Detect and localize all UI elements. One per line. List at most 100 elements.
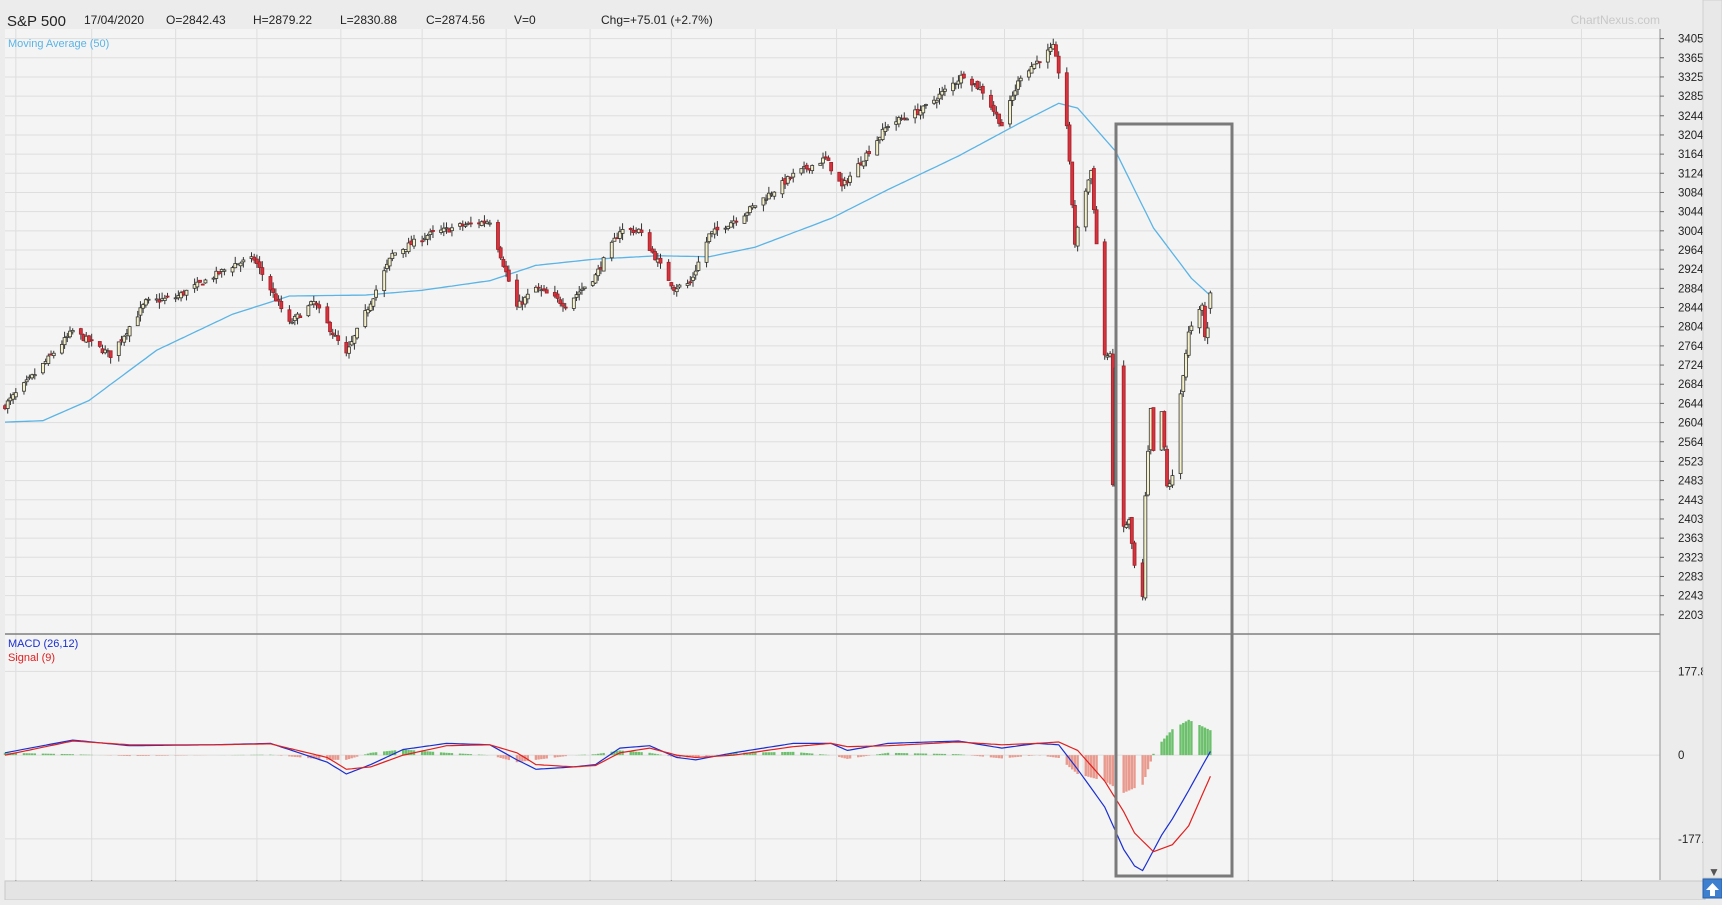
price-tick-label: 2323	[1678, 552, 1704, 564]
candle-body	[70, 330, 75, 333]
price-tick-label: 3365	[1678, 53, 1704, 65]
candle-body	[217, 271, 221, 275]
candle-body	[1151, 407, 1156, 451]
candle-body	[745, 212, 750, 216]
candle-body	[989, 94, 993, 108]
candle-body	[729, 222, 733, 228]
candle-body	[203, 279, 208, 284]
price-tick-label: 2363	[1678, 533, 1704, 545]
price-tick-label: 2203	[1678, 610, 1704, 622]
price-tick-label: 3244	[1678, 111, 1704, 123]
candle-body	[13, 392, 18, 398]
symbol-label: S&P 500	[7, 13, 66, 30]
candle-body	[276, 299, 281, 302]
candle-body	[677, 284, 682, 288]
price-tick-label: 2644	[1678, 398, 1704, 410]
candle-body	[41, 362, 45, 374]
candle-body	[314, 302, 319, 306]
candle-body	[352, 335, 357, 344]
histogram-layer	[3, 719, 1212, 793]
price-tick-label: 2884	[1678, 283, 1704, 295]
candle-body	[534, 286, 538, 293]
candle-body	[146, 298, 151, 301]
candle-body	[647, 232, 652, 251]
candle-body	[298, 315, 303, 318]
candle-body	[198, 279, 202, 283]
macd-lines-layer	[4, 739, 1211, 872]
candle-body	[867, 151, 871, 155]
candle-body	[1132, 542, 1137, 566]
candle-body	[141, 304, 146, 309]
candle-body	[1203, 305, 1207, 338]
candle-body	[658, 257, 663, 264]
price-tick-label: 3285	[1678, 91, 1704, 103]
candle-body	[425, 235, 430, 240]
price-tick-label: 3044	[1678, 207, 1704, 219]
candle-body	[620, 229, 625, 234]
candle-body	[1129, 517, 1134, 544]
candle-body	[829, 162, 834, 172]
candle-body	[406, 242, 411, 253]
candle-body	[823, 156, 828, 159]
candle-body	[317, 304, 322, 309]
candle-body	[880, 128, 885, 140]
moving-average-layer	[4, 102, 1211, 423]
candle-body	[122, 335, 127, 343]
candle-body	[311, 301, 316, 305]
scroll-down-icon[interactable]: ▼	[1708, 865, 1720, 879]
candle-body	[886, 126, 890, 128]
candles-layer	[3, 38, 1213, 601]
candle-body	[1018, 77, 1023, 82]
candle-body	[650, 248, 655, 253]
legend-macd: MACD (26,12)	[8, 638, 78, 650]
volume-label: V=0	[514, 13, 536, 27]
candle-body	[799, 168, 804, 174]
candle-body	[536, 286, 541, 289]
candle-body	[165, 295, 170, 298]
candle-body	[1086, 179, 1091, 193]
candle-body	[336, 335, 341, 341]
candle-body	[479, 221, 484, 226]
vertical-scrollbar[interactable]	[1702, 0, 1722, 879]
horizontal-scrollbar[interactable]	[4, 880, 1706, 901]
candle-body	[157, 299, 162, 303]
candle-body	[68, 330, 72, 338]
candle-body	[785, 176, 790, 184]
candle-body	[975, 80, 980, 89]
candle-body	[685, 283, 690, 286]
candle-body	[555, 293, 560, 299]
candle-body	[1008, 100, 1012, 125]
price-tick-label: 3004	[1678, 226, 1704, 238]
candle-body	[238, 262, 243, 267]
candle-body	[1162, 411, 1167, 448]
candle-body	[328, 321, 332, 333]
candle-body	[468, 222, 473, 225]
candle-body	[1124, 524, 1129, 528]
candle-body	[525, 293, 530, 300]
scroll-up-icon[interactable]	[1702, 878, 1722, 899]
high-label: H=2879.22	[253, 13, 312, 27]
price-tick-label: 2804	[1678, 322, 1704, 334]
candle-body	[580, 288, 584, 291]
candle-body	[544, 289, 549, 294]
candle-body	[385, 263, 389, 269]
candle-body	[273, 293, 278, 302]
candle-body	[715, 226, 720, 231]
price-tick-label: 2403	[1678, 514, 1704, 526]
candle-body	[366, 309, 370, 314]
candle-body	[896, 117, 901, 125]
macd-tick-label: 177.8	[1678, 666, 1707, 678]
candle-body	[601, 257, 606, 272]
moving-average-line	[4, 102, 1211, 423]
candle-body	[30, 374, 34, 379]
candle-body	[387, 257, 392, 267]
candle-body	[943, 88, 947, 92]
price-tick-label: 3164	[1678, 149, 1704, 161]
low-label: L=2830.88	[340, 13, 397, 27]
price-tick-label: 2483	[1678, 476, 1704, 488]
candle-body	[970, 78, 974, 86]
candle-body	[46, 355, 51, 364]
candle-body	[742, 215, 747, 224]
y-axis: 3405 3365 3325 3285 3244 3204 3164 3124 3084 3044…	[1660, 34, 1711, 846]
